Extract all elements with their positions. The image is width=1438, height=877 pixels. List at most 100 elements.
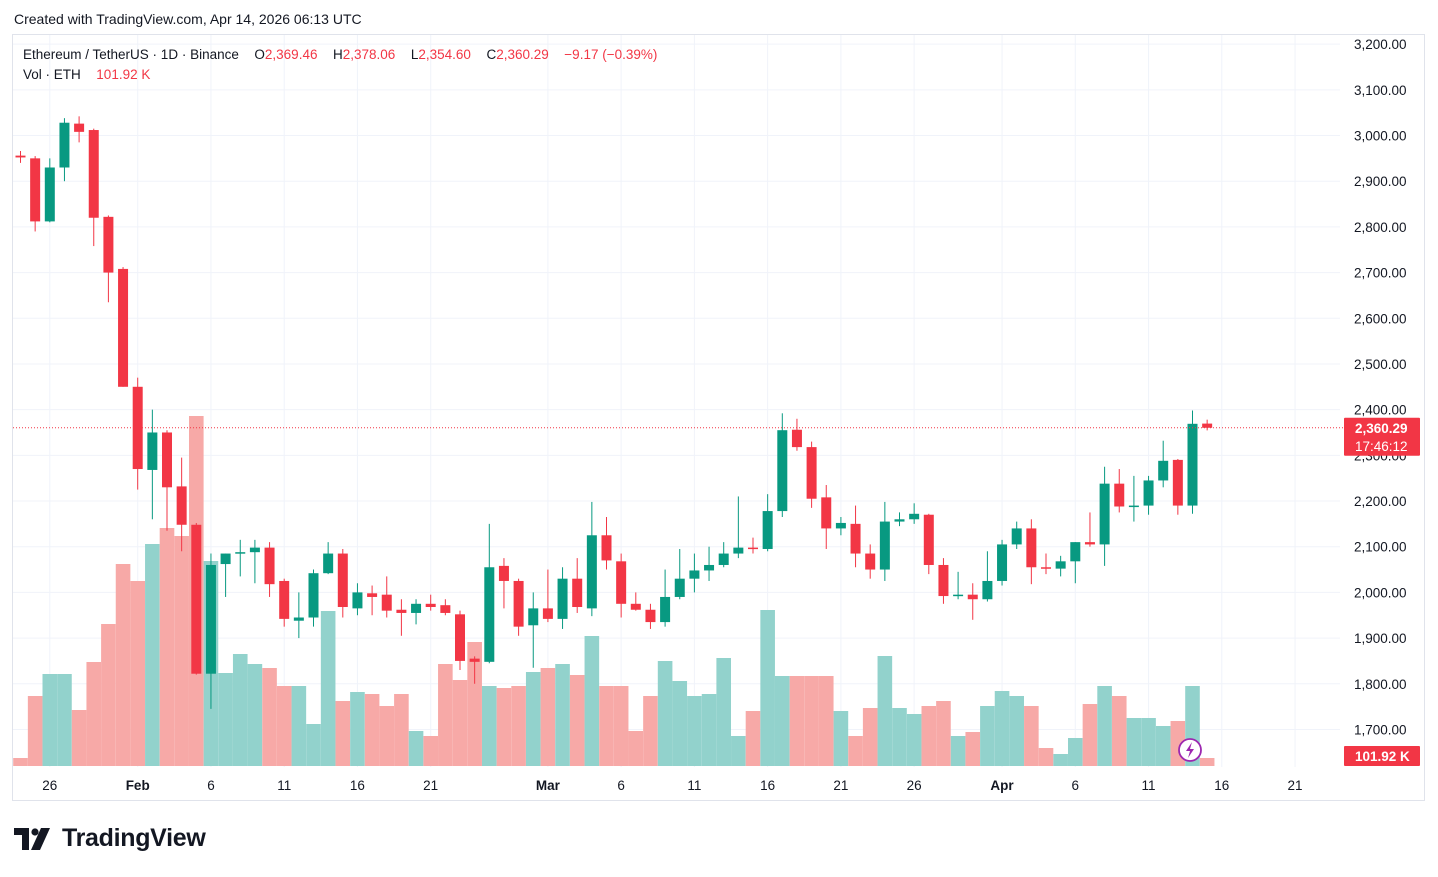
- candle-body: [894, 519, 905, 522]
- volume-bar: [862, 708, 878, 766]
- volume-bar: [643, 696, 658, 766]
- time-tick-label: 21: [1288, 778, 1303, 793]
- volume-bar: [613, 686, 629, 766]
- volume-bar: [364, 694, 380, 766]
- candle-body: [337, 553, 348, 608]
- volume-bar: [525, 672, 541, 766]
- candle-body: [411, 603, 422, 613]
- price-tick-label: 2,400.00: [1354, 403, 1407, 418]
- time-tick-label: 6: [617, 778, 625, 793]
- volume-bar: [657, 661, 673, 766]
- candle-body: [909, 513, 920, 520]
- candle-body: [1011, 528, 1022, 545]
- volume-bar: [628, 731, 644, 766]
- candle-body: [923, 514, 934, 565]
- candle-body: [1128, 505, 1139, 508]
- time-tick-label: 11: [277, 778, 291, 793]
- price-tick-label: 2,800.00: [1354, 220, 1407, 235]
- volume-bar: [452, 680, 468, 766]
- candle-body: [791, 429, 802, 448]
- low-value: 2,354.60: [418, 47, 471, 62]
- volume-bar: [950, 736, 966, 766]
- tradingview-logo[interactable]: TradingView: [14, 824, 206, 853]
- candle-body: [103, 216, 114, 273]
- candle-body: [176, 486, 187, 525]
- volume-bar: [1009, 696, 1024, 766]
- last-volume-badge: [1344, 746, 1420, 766]
- volume-bar: [276, 686, 292, 766]
- candle-body: [718, 553, 729, 565]
- volume-bar: [1082, 704, 1098, 766]
- candle-body: [1041, 567, 1051, 569]
- volume-bar: [1068, 738, 1083, 766]
- open-label: O: [254, 47, 265, 62]
- candle-body: [1026, 528, 1037, 568]
- price-tick-label: 2,900.00: [1354, 174, 1407, 189]
- volume-bar: [394, 694, 409, 766]
- high-value: 2,378.06: [342, 47, 396, 62]
- volume-legend-row: Vol · ETH 101.92 K: [23, 65, 657, 85]
- candle-body: [557, 578, 568, 619]
- symbol-title[interactable]: Ethereum / TetherUS · 1D · Binance: [23, 47, 239, 62]
- candle-body: [1084, 542, 1095, 545]
- volume-bar: [13, 758, 28, 766]
- candle-body: [967, 594, 978, 600]
- last-price-badge: [1344, 417, 1420, 456]
- time-tick-label: 11: [687, 778, 701, 793]
- candle-body: [689, 570, 700, 579]
- price-tick-label: 2,000.00: [1354, 585, 1407, 600]
- chart-legend: Ethereum / TetherUS · 1D · Binance O 2,36…: [23, 45, 657, 85]
- candle-body: [879, 521, 890, 570]
- close-label: C: [486, 47, 497, 62]
- candle-body: [249, 547, 260, 553]
- candle-body: [425, 603, 436, 608]
- candle-body: [293, 617, 304, 621]
- volume-label[interactable]: Vol · ETH: [23, 67, 81, 82]
- low-label: L: [410, 47, 419, 62]
- volume-bar: [408, 731, 424, 766]
- candle-body: [118, 268, 129, 387]
- volume-bar: [936, 701, 951, 766]
- candle-body: [601, 535, 612, 561]
- candle-body: [572, 578, 583, 608]
- volume-bar: [335, 701, 351, 766]
- close-value: 2,360.29: [496, 47, 549, 62]
- time-tick-label: 11: [1142, 778, 1156, 793]
- candle-body: [513, 580, 524, 627]
- volume-bar: [672, 681, 688, 766]
- change-value: −9.17 (−0.39%): [564, 47, 658, 62]
- price-tick-label: 3,200.00: [1354, 37, 1407, 52]
- volume-bar: [159, 528, 175, 766]
- candle-body: [205, 564, 216, 674]
- volume-bar: [1024, 706, 1039, 766]
- volume-bar: [174, 536, 189, 766]
- candle-body: [132, 386, 143, 470]
- volume-bar: [27, 696, 43, 766]
- volume-bar: [789, 676, 805, 766]
- price-tick-label: 2,200.00: [1354, 494, 1407, 509]
- volume-bar: [438, 664, 453, 766]
- time-tick-label: 16: [1214, 778, 1229, 793]
- candle-body: [865, 553, 876, 570]
- price-tick-label: 1,900.00: [1354, 631, 1407, 646]
- volume-bar: [86, 662, 102, 766]
- price-tick-label: 2,500.00: [1354, 357, 1407, 372]
- time-tick-label: 16: [350, 778, 365, 793]
- candle-body: [542, 608, 553, 619]
- candle-body: [645, 609, 656, 623]
- tradingview-logo-text: TradingView: [62, 824, 206, 852]
- volume-bar: [101, 624, 116, 766]
- tradingview-logo-icon: [14, 827, 50, 850]
- candle-body: [733, 547, 744, 554]
- volume-bar: [687, 696, 702, 766]
- candle-body: [850, 523, 861, 554]
- candle-body: [982, 580, 993, 600]
- volume-bar: [1199, 758, 1215, 766]
- volume-bar: [716, 658, 731, 766]
- candle-body: [352, 592, 363, 609]
- volume-bar: [731, 736, 746, 766]
- lightning-icon[interactable]: [1178, 738, 1202, 762]
- candle-body: [821, 497, 832, 529]
- volume-bar: [848, 736, 863, 766]
